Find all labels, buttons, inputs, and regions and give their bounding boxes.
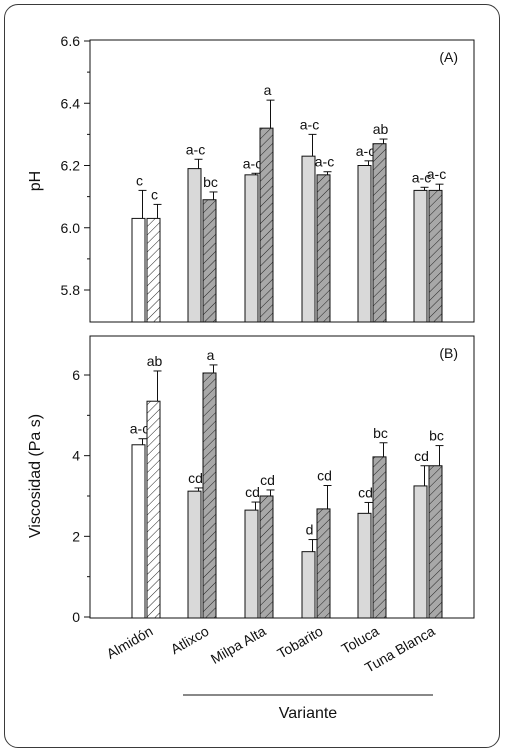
panel-a-bar [357,165,372,323]
panel-a-label: (A) [439,49,458,65]
x-tick-label: Toluca [338,623,381,657]
panel-a: 5.86.06.26.46.6ca-ca-ca-ca-ca-ccbcaa-cab… [61,33,475,323]
panel-b-ytick-label: 6 [72,367,80,383]
panel-a-plot-frame [89,39,475,323]
panel-a-significance-label: c [136,172,143,188]
panel-a-significance-label: a-c [356,143,375,159]
panel-a-significance-label: bc [203,174,218,190]
panel-a-bar [244,174,259,323]
panel-a-significance-label: a-c [300,116,319,132]
panel-b-significance-label: cd [245,484,260,500]
panel-a-bar [372,143,387,323]
panel-a-significance-label: a [264,82,272,98]
panel-b-ytick-label: 2 [72,528,80,544]
panel-b-bar [357,512,372,619]
panel-b-bar [187,490,202,619]
panel-b-bar [428,465,443,619]
panel-b-bar [301,551,316,619]
panel-a-significance-label: a-c [427,166,446,182]
panel-b-significance-label: bc [429,428,444,444]
x-tick-label: Almidón [104,623,156,662]
x-tick-label: Milpa Alta [208,623,269,667]
panel-b-significance-label: cd [260,472,275,488]
panel-b-significance-label: cd [317,468,332,484]
panel-b-significance-label: ab [147,353,163,369]
panel-b-bar [146,400,161,619]
x-tick-label: Atlixco [168,623,212,658]
panel-b-bar [372,456,387,619]
panel-a-ytick-label: 6.0 [61,220,81,236]
panel-b-bar [316,508,331,619]
panel-a-significance-label: a-c [243,155,262,171]
figure-frame [4,4,500,748]
panel-a-bar [428,189,443,323]
panel-b-significance-label: cd [358,484,373,500]
panel-b-ytick-label: 0 [72,609,80,625]
panel-a-bar [202,199,217,323]
panel-a-bar [131,217,146,323]
panel-a-bar [259,127,274,323]
panel-b-significance-label: cd [414,448,429,464]
panel-b-ytick-label: 4 [72,448,80,464]
x-axis-label: Variante [279,705,338,722]
panel-b-label: (B) [439,345,458,361]
panel-b-significance-label: a-c [130,421,149,437]
panel-a-significance-label: a-c [412,169,431,185]
panel-b-significance-label: cd [188,470,203,486]
panel-a-ytick-label: 6.4 [61,95,81,111]
panel-b-bar [131,444,146,619]
panel-a-bar [413,189,428,323]
panel-b-significance-label: a [207,347,215,363]
panel-b-bar [244,509,259,619]
panel-b-plot-frame [89,335,475,619]
panel-a-ytick-label: 6.6 [61,33,81,49]
panel-b-bar [259,495,274,619]
panel-a-ytick-label: 5.8 [61,282,81,298]
panel-a-bar [316,174,331,323]
panel-b-bar [413,485,428,619]
x-tick-label: Tobarito [274,623,325,662]
panel-b-bar [202,372,217,619]
panel-b-ylabel: Viscosidad (Pa s) [27,414,44,538]
panel-a-bar [187,168,202,323]
panel-b-significance-label: d [306,522,314,538]
panel-a-significance-label: c [151,186,158,202]
panel-a-significance-label: a-c [186,141,205,157]
panel-a-bar [301,155,316,323]
panel-a-ylabel: pH [27,171,44,191]
panel-a-significance-label: ab [373,121,389,137]
panel-b-significance-label: bc [373,425,388,441]
panel-a-ytick-label: 6.2 [61,158,81,174]
panel-a-bar [146,217,161,323]
panel-a-significance-label: a-c [315,154,334,170]
